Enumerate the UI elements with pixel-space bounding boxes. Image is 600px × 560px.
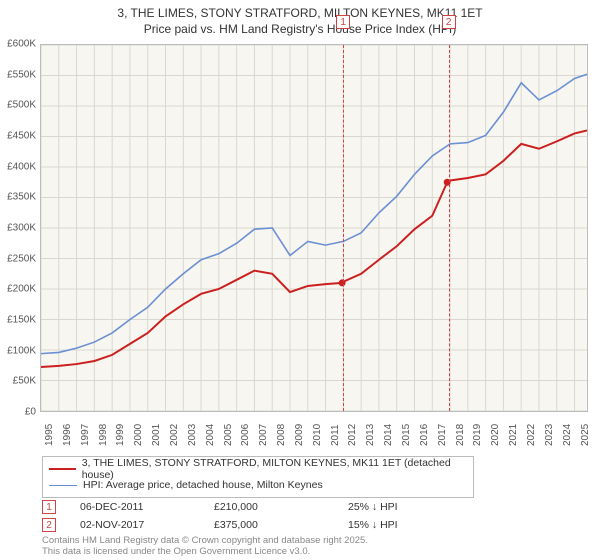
footer-line-1: Contains HM Land Registry data © Crown c…: [42, 535, 368, 546]
x-tick-label: 2018: [455, 424, 466, 446]
marker-line: [449, 45, 450, 411]
y-tick-label: £200K: [7, 284, 36, 295]
legend-swatch-blue: [49, 485, 77, 486]
x-tick-label: 2020: [490, 424, 501, 446]
x-tick-label: 2014: [383, 424, 394, 446]
sale-annotations: 1 06-DEC-2011 £210,000 25% ↓ HPI 2 02-NO…: [42, 498, 582, 534]
plot-svg: [41, 45, 587, 411]
sale-price-1: £210,000: [214, 501, 324, 513]
x-tick-label: 2000: [133, 424, 144, 446]
sale-delta-1: 25% ↓ HPI: [348, 501, 458, 513]
title-line-2: Price paid vs. HM Land Registry's House …: [0, 22, 600, 36]
y-tick-label: £250K: [7, 253, 36, 264]
x-tick-label: 2007: [258, 424, 269, 446]
marker-badge: 1: [336, 15, 350, 29]
x-tick-label: 2010: [312, 424, 323, 446]
x-tick-label: 1998: [98, 424, 109, 446]
x-tick-label: 2017: [437, 424, 448, 446]
y-tick-label: £550K: [7, 69, 36, 80]
x-tick-label: 1999: [115, 424, 126, 446]
x-tick-label: 2022: [526, 424, 537, 446]
x-tick-label: 2011: [330, 424, 341, 446]
x-tick-label: 2012: [347, 424, 358, 446]
x-tick-label: 2009: [294, 424, 305, 446]
plot-area: 12: [40, 44, 588, 412]
sale-badge-2: 2: [42, 518, 56, 532]
y-tick-label: £0: [25, 407, 36, 418]
y-tick-label: £150K: [7, 315, 36, 326]
title-line-1: 3, THE LIMES, STONY STRATFORD, MILTON KE…: [0, 6, 600, 20]
x-tick-label: 2021: [508, 424, 519, 446]
marker-badge: 2: [442, 15, 456, 29]
x-tick-label: 2023: [544, 424, 555, 446]
sale-badge-1: 1: [42, 500, 56, 514]
x-tick-label: 2015: [401, 424, 412, 446]
legend-label-hpi: HPI: Average price, detached house, Milt…: [83, 479, 323, 491]
sale-delta-2: 15% ↓ HPI: [348, 519, 458, 531]
x-tick-label: 2006: [240, 424, 251, 446]
y-tick-label: £100K: [7, 345, 36, 356]
x-tick-label: 1996: [62, 424, 73, 446]
x-tick-label: 2001: [151, 424, 162, 446]
y-tick-label: £500K: [7, 100, 36, 111]
x-tick-label: 2016: [419, 424, 430, 446]
y-tick-label: £400K: [7, 161, 36, 172]
x-tick-label: 2019: [472, 424, 483, 446]
x-tick-label: 2004: [205, 424, 216, 446]
titles: 3, THE LIMES, STONY STRATFORD, MILTON KE…: [0, 0, 600, 36]
legend-label-property: 3, THE LIMES, STONY STRATFORD, MILTON KE…: [82, 457, 467, 481]
x-tick-label: 1995: [44, 424, 55, 446]
y-axis-labels: £0£50K£100K£150K£200K£250K£300K£350K£400…: [0, 44, 40, 412]
y-tick-label: £50K: [13, 376, 36, 387]
sale-point: [339, 279, 346, 286]
sale-price-2: £375,000: [214, 519, 324, 531]
series-line-property: [41, 130, 587, 367]
marker-line: [343, 45, 344, 411]
series-line-hpi: [41, 74, 587, 353]
x-axis-labels: 1995 1996 1997 1998 1999 2000 2001 2002 2003 2004…: [40, 414, 588, 454]
y-tick-label: £350K: [7, 192, 36, 203]
x-tick-label: 2024: [562, 424, 573, 446]
footer-line-2: This data is licensed under the Open Gov…: [42, 546, 310, 557]
sale-row-1: 1 06-DEC-2011 £210,000 25% ↓ HPI: [42, 498, 582, 516]
legend-swatch-red: [49, 468, 76, 470]
x-tick-label: 2025: [580, 424, 591, 446]
sale-date-2: 02-NOV-2017: [80, 519, 190, 531]
attribution: Contains HM Land Registry data © Crown c…: [42, 536, 582, 558]
sale-row-2: 2 02-NOV-2017 £375,000 15% ↓ HPI: [42, 516, 582, 534]
x-tick-label: 2003: [187, 424, 198, 446]
x-tick-label: 2005: [223, 424, 234, 446]
y-tick-label: £300K: [7, 223, 36, 234]
x-tick-label: 2008: [276, 424, 287, 446]
chart-container: 3, THE LIMES, STONY STRATFORD, MILTON KE…: [0, 0, 600, 560]
sale-date-1: 06-DEC-2011: [80, 501, 190, 513]
x-tick-label: 1997: [80, 424, 91, 446]
legend: 3, THE LIMES, STONY STRATFORD, MILTON KE…: [42, 456, 474, 498]
legend-row-property: 3, THE LIMES, STONY STRATFORD, MILTON KE…: [49, 461, 467, 477]
x-tick-label: 2013: [365, 424, 376, 446]
y-tick-label: £450K: [7, 131, 36, 142]
x-tick-label: 2002: [169, 424, 180, 446]
y-tick-label: £600K: [7, 39, 36, 50]
